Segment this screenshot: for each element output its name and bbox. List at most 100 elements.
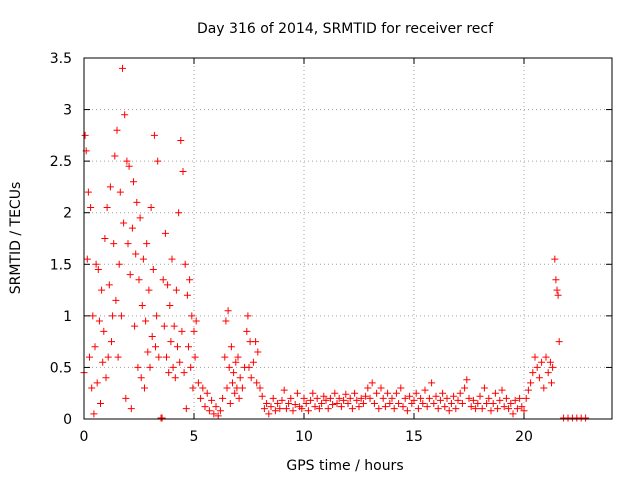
data-point <box>182 405 190 413</box>
data-point <box>117 312 125 320</box>
y-tick-label: 0 <box>63 412 72 428</box>
data-point <box>86 353 93 361</box>
data-point <box>511 396 519 404</box>
data-point <box>179 167 187 175</box>
data-point <box>247 374 255 382</box>
data-point <box>135 276 143 284</box>
data-point <box>300 394 308 402</box>
data-point <box>478 405 486 413</box>
data-point <box>111 152 119 160</box>
data-point <box>447 400 455 408</box>
data-point <box>88 384 96 392</box>
data-point <box>256 384 264 392</box>
data-point <box>144 348 152 356</box>
data-point <box>507 400 515 408</box>
chart-title: Day 316 of 2014, SRMTID for receiver rec… <box>197 21 494 37</box>
data-point <box>465 394 473 402</box>
data-point <box>524 386 532 394</box>
data-point <box>224 307 232 315</box>
data-point <box>120 219 128 227</box>
data-point <box>210 410 218 418</box>
data-point <box>474 400 482 408</box>
data-point <box>260 405 268 413</box>
data-point <box>496 396 504 404</box>
data-point <box>386 400 394 408</box>
data-point <box>190 327 198 335</box>
data-point <box>92 260 100 268</box>
data-point <box>406 392 414 400</box>
y-tick-label: 2.5 <box>50 154 72 170</box>
data-point <box>540 384 548 392</box>
data-point <box>377 384 385 392</box>
data-point <box>231 389 239 397</box>
data-point <box>192 317 200 325</box>
data-point <box>366 394 374 402</box>
data-point <box>133 198 141 206</box>
data-point <box>489 400 497 408</box>
data-point <box>322 396 330 404</box>
data-point <box>324 405 332 413</box>
data-point <box>181 260 189 268</box>
data-point <box>353 396 361 404</box>
data-point <box>359 400 367 408</box>
y-tick-labels: 0 0.5 1 1.5 2 2.5 3 3.5 <box>50 51 72 428</box>
data-point <box>100 327 108 335</box>
data-point <box>148 332 156 340</box>
data-point <box>212 403 220 411</box>
data-point <box>87 204 95 212</box>
x-tick-label: 20 <box>515 429 533 445</box>
data-point <box>315 405 323 413</box>
data-point <box>390 405 398 413</box>
data-point <box>263 400 271 408</box>
data-point <box>226 400 234 408</box>
data-point <box>533 363 541 371</box>
data-point <box>214 412 222 420</box>
data-point <box>491 389 499 397</box>
data-point <box>432 392 440 400</box>
data-point <box>276 405 284 413</box>
data-point <box>335 394 343 402</box>
data-point <box>554 291 562 299</box>
data-point <box>258 392 266 400</box>
data-point <box>476 392 484 400</box>
y-tick-label: 1 <box>63 309 72 325</box>
data-point <box>307 396 315 404</box>
data-point <box>269 394 277 402</box>
data-point <box>412 389 420 397</box>
data-point <box>538 358 546 366</box>
data-point <box>158 414 166 422</box>
data-point <box>417 394 425 402</box>
data-point <box>230 369 238 377</box>
data-point <box>145 286 153 294</box>
data-point <box>165 369 173 377</box>
data-point <box>223 384 231 392</box>
data-point <box>99 358 107 366</box>
data-point <box>516 394 524 402</box>
data-point <box>147 204 155 212</box>
data-point <box>485 394 493 402</box>
data-point <box>513 405 521 413</box>
data-point <box>142 317 150 325</box>
data-point <box>163 353 170 361</box>
data-point <box>137 374 145 382</box>
data-point <box>291 401 299 409</box>
y-axis-label: SRMTID / TECUs <box>8 182 24 295</box>
data-point <box>544 369 552 377</box>
data-point <box>105 281 113 289</box>
data-point <box>274 400 282 408</box>
data-point <box>293 389 301 397</box>
y-tick-label: 2 <box>63 206 72 222</box>
data-point <box>423 403 431 411</box>
data-point <box>527 379 535 387</box>
data-point <box>399 403 407 411</box>
data-point <box>542 353 550 361</box>
x-tick-label: 15 <box>405 429 423 445</box>
data-point <box>313 394 321 402</box>
data-point <box>153 312 161 320</box>
data-point <box>234 353 242 361</box>
data-point <box>168 255 176 263</box>
plot-frame <box>83 57 613 420</box>
data-point <box>529 369 537 377</box>
data-point <box>346 394 354 402</box>
